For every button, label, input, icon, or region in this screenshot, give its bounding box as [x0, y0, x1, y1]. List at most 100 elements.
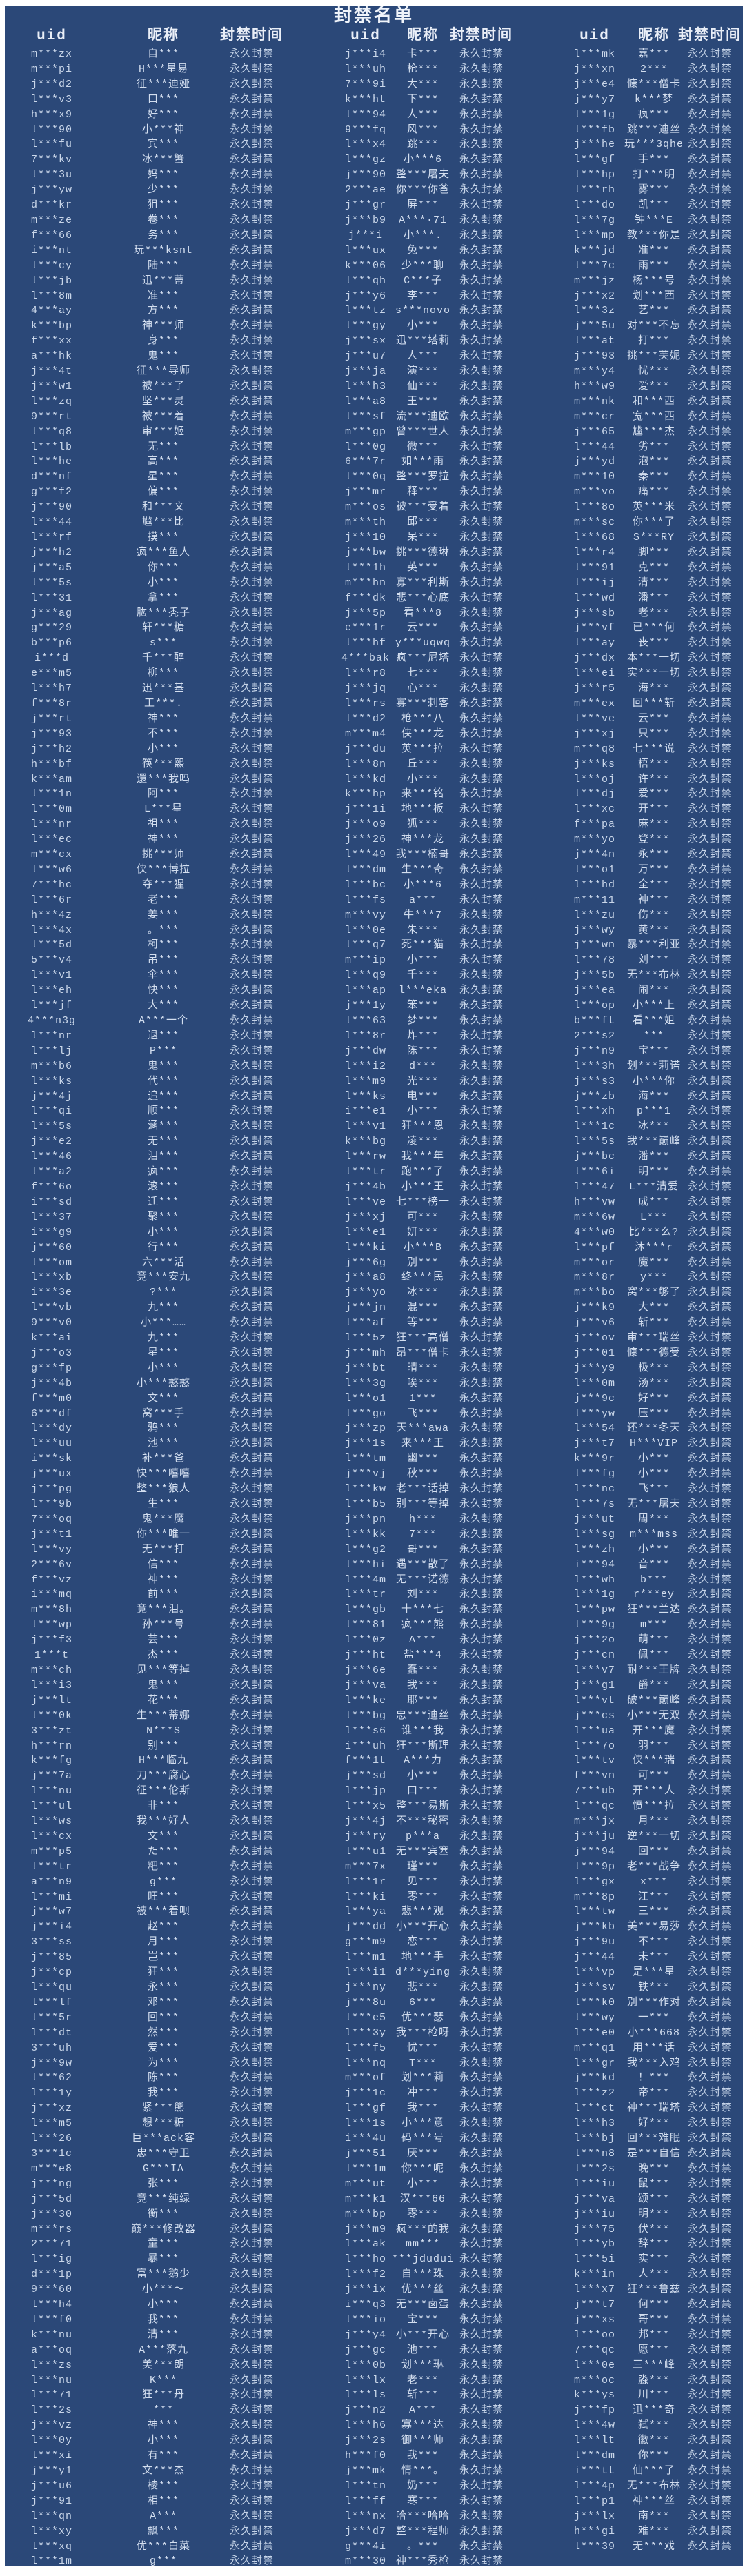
ban-time-cell: 永久封禁	[229, 1558, 274, 1571]
ban-time-cell: 永久封禁	[229, 803, 274, 816]
uid-cell: d***1p	[30, 2268, 72, 2281]
nickname-cell: 小***	[406, 954, 439, 967]
uid-cell: l***q7	[344, 939, 386, 952]
uid-cell: 9***v0	[30, 1317, 72, 1329]
ban-time-cell: 永久封禁	[459, 849, 504, 861]
uid-cell: l***tn	[344, 2479, 386, 2492]
uid-cell: 4***w0	[573, 1226, 615, 1238]
ban-time-cell: 永久封禁	[459, 1709, 504, 1722]
ban-time-cell: 永久封禁	[687, 244, 732, 256]
ban-time-cell: 永久封禁	[459, 1785, 504, 1798]
nickname-cell: 优***白菜	[136, 2540, 190, 2553]
ban-time-cell: 永久封禁	[459, 1951, 504, 1964]
nickname-cell: 只***	[637, 727, 670, 740]
nickname-cell: 被***着	[141, 410, 185, 423]
ban-time-cell: 永久封禁	[229, 471, 274, 483]
nickname-cell: 筷***熙	[141, 758, 185, 770]
uid-cell: a***hk	[30, 350, 72, 363]
nickname-cell: 窝***手	[141, 1407, 185, 1420]
ban-time-cell: 永久封禁	[229, 1483, 274, 1496]
nickname-cell: 1***	[408, 1392, 437, 1405]
uid-cell: l***hd	[573, 878, 615, 891]
nickname-cell: 无***诺德	[395, 1573, 450, 1586]
uid-cell: j***n2	[344, 2404, 386, 2417]
ban-time-cell: 永久封禁	[687, 169, 732, 181]
ban-time-cell: 永久封禁	[459, 1453, 504, 1465]
nickname-cell: 颂***	[637, 2193, 670, 2205]
ban-time-cell: 永久封禁	[687, 561, 732, 574]
uid-cell: l***5s	[573, 1136, 615, 1148]
uid-cell: m***pi	[30, 63, 72, 75]
uid-cell: l***68	[573, 532, 615, 543]
uid-cell: j***r5	[573, 683, 615, 695]
ban-time-cell: 永久封禁	[459, 1422, 504, 1435]
uid-cell: l***1y	[30, 2087, 72, 2100]
ban-time-cell: 永久封禁	[229, 1180, 274, 1193]
uid-cell: l***o1	[573, 863, 615, 876]
nickname-cell: 厌***	[406, 2147, 439, 2160]
uid-cell: i***tt	[573, 2465, 615, 2477]
uid-cell: f***66	[30, 229, 72, 241]
uid-cell: j***du	[344, 743, 386, 755]
nickname-cell: L***星	[143, 803, 183, 816]
nickname-cell: A***	[149, 2510, 177, 2522]
uid-cell: j***a5	[30, 561, 72, 574]
nickname-cell: 小***.	[403, 229, 442, 241]
ban-time-cell: 永久封禁	[459, 712, 504, 725]
ban-time-cell: 永久封禁	[229, 425, 274, 438]
nickname-cell: 行***	[147, 1241, 179, 1254]
nickname-cell: a***	[408, 894, 437, 906]
ban-time-cell: 永久封禁	[687, 1845, 732, 1858]
nickname-cell: ***jdudui	[391, 2253, 454, 2266]
ban-time-cell: 永久封禁	[687, 2011, 732, 2024]
nickname-cell: x***	[639, 1875, 668, 1888]
nickname-cell: 极***	[637, 1362, 670, 1374]
uid-cell: l***ig	[30, 2253, 72, 2266]
nickname-cell: 飘***	[147, 2525, 179, 2537]
nickname-cell: 潘***	[637, 592, 670, 604]
uid-cell: j***2o	[573, 1634, 615, 1647]
nickname-cell: 忧***	[637, 365, 670, 378]
ban-time-cell: 永久封禁	[459, 199, 504, 212]
nickname-cell: 你***了	[632, 516, 675, 529]
nickname-cell: 侠***博拉	[136, 863, 190, 876]
uid-cell: i***3e	[30, 1287, 72, 1299]
nickname-cell: ?***	[149, 1287, 177, 1299]
uid-cell: l***vb	[30, 1302, 72, 1314]
nickname-cell: 无***屠夫	[626, 1498, 681, 1510]
ban-time-cell: 永久封禁	[459, 894, 504, 906]
uid-cell: l***2s	[30, 2404, 72, 2417]
uid-cell: l***62	[30, 2072, 72, 2084]
nickname-cell: 少***聊	[401, 259, 444, 272]
uid-cell: j***sv	[573, 1982, 615, 1993]
uid-cell: f***m0	[30, 1392, 72, 1405]
uid-cell: h***w9	[573, 380, 615, 392]
ban-time-cell: 永久封禁	[459, 667, 504, 680]
uid-cell: l***0q	[344, 471, 386, 483]
uid-cell: l***r4	[573, 546, 615, 559]
ban-time-cell: 永久封禁	[687, 1151, 732, 1163]
ban-time-cell: 永久封禁	[687, 2133, 732, 2145]
uid-cell: m***or	[573, 1256, 615, 1269]
nickname-cell: 铁***	[637, 1982, 670, 1993]
nickname-cell: 被***了	[141, 380, 185, 392]
ban-time-cell: 永久封禁	[229, 1362, 274, 1374]
ban-time-cell: 永久封禁	[687, 123, 732, 136]
ban-time-cell: 永久封禁	[229, 108, 274, 121]
uid-cell: l***9g	[573, 1619, 615, 1631]
uid-cell: 7***hc	[30, 878, 72, 891]
ban-time-cell: 永久封禁	[687, 1875, 732, 1888]
nickname-cell: 回***	[147, 2011, 179, 2024]
column-header-time: 封禁时间	[450, 28, 513, 44]
group1-uid-column: uid m***zx m***pi j***d2 l***v3 h***x9 l***90 l…	[10, 26, 93, 2566]
ban-time-cell: 永久封禁	[229, 184, 274, 197]
ban-time-cell: 永久封禁	[459, 2465, 504, 2477]
nickname-cell: 你***唯一	[136, 1528, 190, 1540]
uid-cell: l***5s	[30, 576, 72, 589]
uid-cell: l***hp	[573, 169, 615, 181]
ban-time-cell: 永久封禁	[459, 1347, 504, 1359]
nickname-cell: 审***姬	[141, 425, 185, 438]
nickname-cell: 工***.	[143, 697, 183, 710]
uid-cell: l***pf	[573, 1241, 615, 1254]
uid-cell: l***wy	[573, 2011, 615, 2024]
